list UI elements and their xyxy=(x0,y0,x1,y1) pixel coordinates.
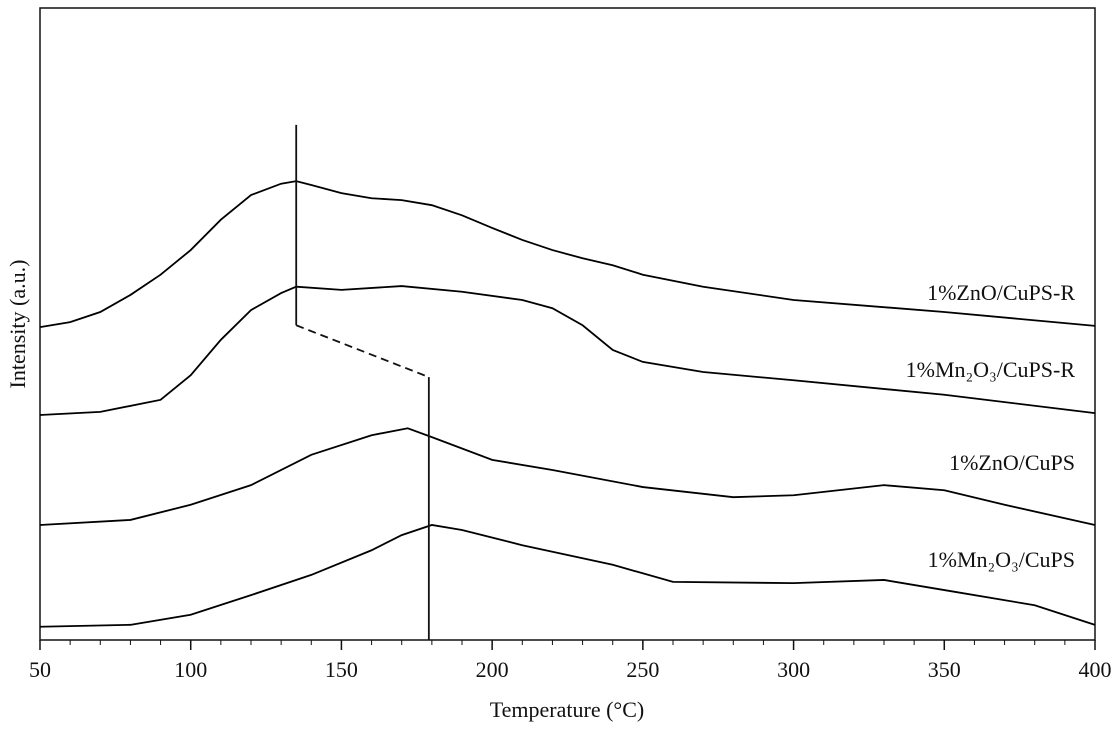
series-label: 1%Mn₂O₃/CuPS xyxy=(928,547,1075,572)
series-label: 1%ZnO/CuPS-R xyxy=(927,280,1075,305)
x-tick-label: 50 xyxy=(29,657,51,682)
x-tick-label: 400 xyxy=(1079,657,1112,682)
series-line xyxy=(39,524,1096,628)
x-tick-label: 150 xyxy=(325,657,358,682)
x-tick-label: 300 xyxy=(777,657,810,682)
series-line xyxy=(39,180,1096,329)
x-tick-label: 100 xyxy=(174,657,207,682)
plot-frame xyxy=(39,7,1096,641)
x-axis-label: Temperature (°C) xyxy=(490,697,644,722)
series-label: 1%Mn₂O₃/CuPS-R xyxy=(906,357,1076,382)
peak-shift-connector xyxy=(295,324,430,378)
x-tick-label: 350 xyxy=(928,657,961,682)
y-axis-label: Intensity (a.u.) xyxy=(5,260,30,389)
series-line xyxy=(39,427,1096,526)
series-line xyxy=(39,285,1096,416)
x-tick-label: 200 xyxy=(476,657,509,682)
x-tick-label: 250 xyxy=(626,657,659,682)
series-label: 1%ZnO/CuPS xyxy=(949,450,1075,475)
